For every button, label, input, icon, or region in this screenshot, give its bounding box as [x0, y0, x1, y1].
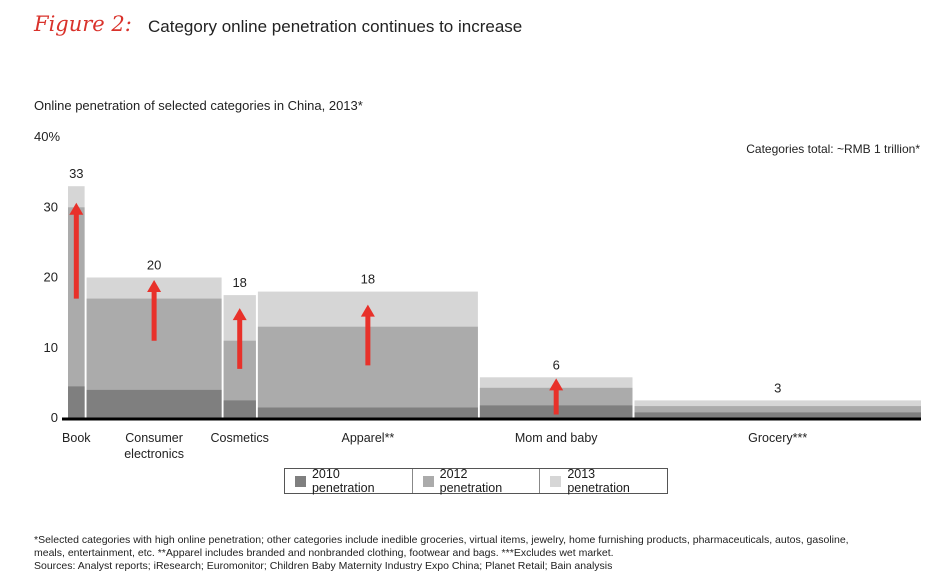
chart-legend: 2010 penetration 2012 penetration 2013 p… — [284, 467, 668, 495]
figure-title: Category online penetration continues to… — [148, 17, 523, 36]
footnote-line: *Selected categories with high online pe… — [34, 534, 849, 546]
y-tick-label: 10 — [44, 340, 58, 355]
legend-swatch-2012 — [422, 475, 434, 487]
y-tick-label: 0 — [51, 410, 58, 425]
category-label: Mom and baby — [515, 431, 598, 445]
data-label: 6 — [553, 357, 560, 372]
legend-item-2010: 2010 penetration — [285, 467, 412, 495]
categories-total-note: Categories total: ~RMB 1 trillion* — [746, 142, 920, 156]
category-label: Cosmetics — [211, 431, 269, 445]
category-label: Book — [62, 431, 91, 445]
legend-swatch-2010 — [295, 475, 306, 487]
bar-segment-2010 — [86, 389, 222, 418]
bar-segment-2010 — [257, 407, 478, 418]
data-label: 18 — [232, 275, 246, 290]
chart-subtitle: Online penetration of selected categorie… — [34, 98, 363, 113]
category-label: Consumer — [125, 431, 183, 445]
bar-segment-2012 — [68, 207, 85, 419]
growth-arrow-head — [147, 280, 162, 293]
legend-swatch-2013 — [550, 475, 562, 487]
y-tick-label: 20 — [44, 270, 58, 285]
data-label: 18 — [361, 272, 375, 287]
category-label: Grocery*** — [748, 431, 807, 445]
legend-label-2012: 2012 penetration — [439, 467, 503, 495]
bar-segment-2010 — [68, 386, 85, 418]
data-label: 20 — [147, 258, 161, 273]
footnote-line: meals, entertainment, etc. **Apparel inc… — [34, 547, 614, 559]
footnotes: *Selected categories with high online pe… — [34, 534, 914, 573]
y-tick-label: 30 — [44, 199, 58, 214]
growth-arrow-head — [360, 304, 375, 317]
data-label: 33 — [69, 166, 83, 181]
legend-item-2012: 2012 penetration — [411, 467, 540, 495]
sources-line: Sources: Analyst reports; iResearch; Eur… — [34, 560, 613, 572]
growth-arrow-head — [549, 378, 564, 391]
growth-arrow-head — [232, 308, 247, 321]
bar-segment-2012 — [634, 406, 921, 418]
category-label: Apparel** — [341, 431, 394, 445]
category-label: electronics — [124, 447, 184, 461]
growth-arrow-head — [69, 202, 84, 215]
legend-label-2010: 2010 penetration — [311, 467, 375, 495]
legend-label-2013: 2013 penetration — [567, 467, 630, 495]
y-tick-label: 40% — [34, 129, 60, 144]
marimekko-chart: 0 10 20 30 40% 33 Book 20 Consumer electronics 18 C… — [34, 129, 921, 461]
bar-segment-2010 — [634, 412, 921, 418]
data-label: 3 — [774, 380, 781, 395]
figure-number: Figure 2: — [34, 12, 132, 36]
bar-segment-2010 — [223, 400, 256, 418]
legend-item-2013: 2013 penetration — [539, 467, 667, 495]
